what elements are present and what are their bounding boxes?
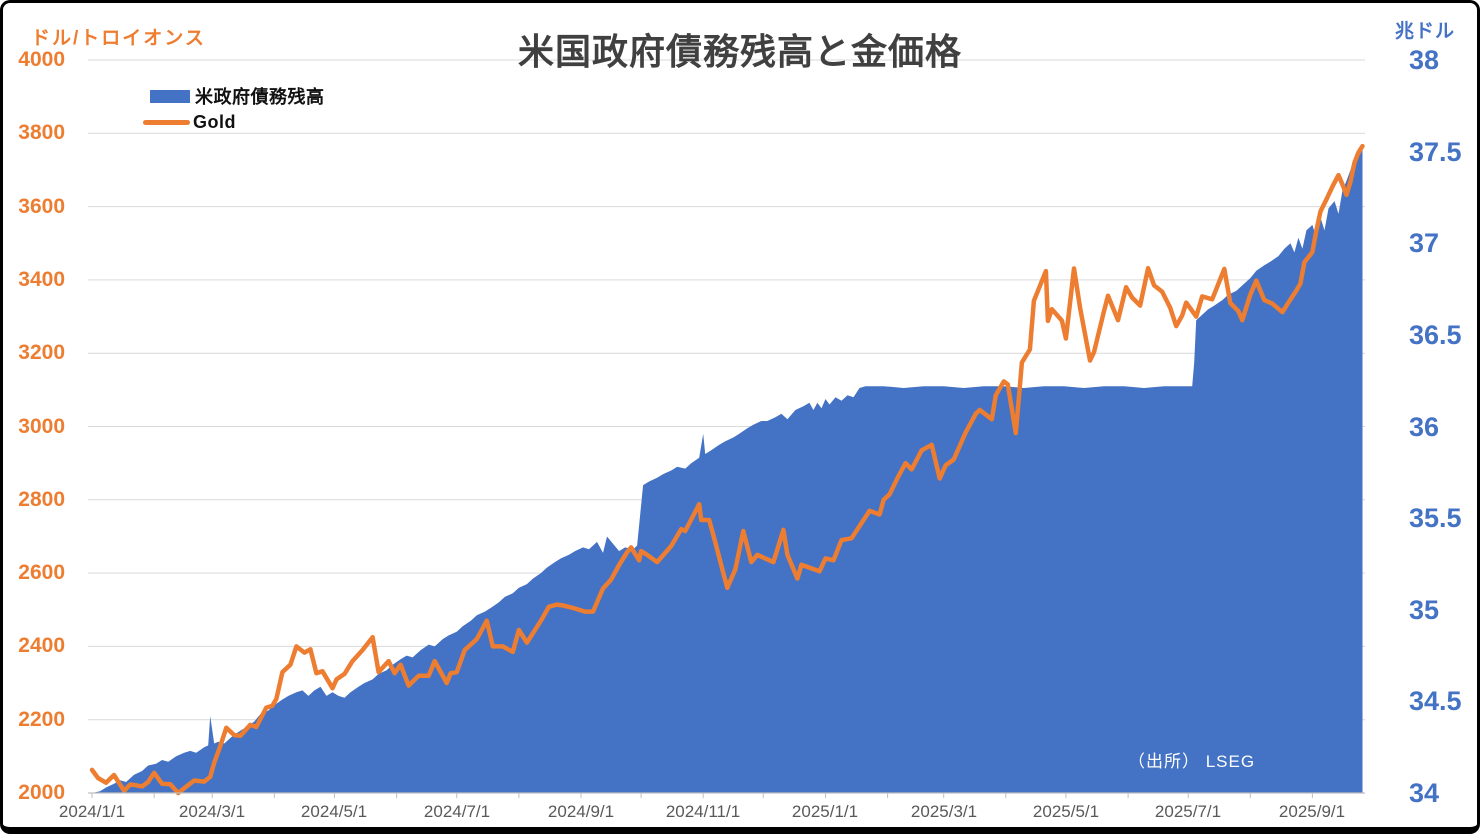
- right-axis-tick-label: 37: [1409, 228, 1440, 259]
- debt-area-series: [92, 149, 1363, 794]
- left-axis-tick-label: 3000: [18, 414, 65, 438]
- right-axis-tick-label: 34: [1409, 778, 1440, 808]
- left-axis-tick-label: 3400: [18, 267, 65, 291]
- left-axis-tick-label: 3200: [18, 341, 65, 365]
- x-axis-tick-label: 2025/5/1: [1032, 802, 1100, 821]
- x-axis-tick-label: 2024/9/1: [547, 802, 615, 821]
- left-axis-tick-label: 2400: [18, 634, 65, 658]
- source-note: （出所） LSEG: [1128, 752, 1256, 771]
- legend-label-gold: Gold: [193, 111, 236, 132]
- right-axis-tick-label: 35.5: [1409, 503, 1462, 534]
- x-axis-tick-label: 2025/7/1: [1154, 802, 1222, 821]
- x-axis-tick-label: 2025/1/1: [791, 802, 859, 821]
- left-axis-tick-label: 4000: [18, 48, 65, 71]
- x-axis-tick-label: 2025/3/1: [910, 802, 978, 821]
- right-axis-tick-label: 36.5: [1409, 319, 1462, 350]
- left-axis-unit-label: ドル/トロイオンス: [31, 28, 206, 49]
- x-axis-tick-label: 2024/5/1: [300, 802, 368, 821]
- legend: 米政府債務残高 Gold: [143, 83, 325, 135]
- x-axis-tick-label: 2024/3/1: [178, 802, 246, 821]
- legend-item-gold: Gold: [143, 109, 325, 135]
- chart-title: 米国政府債務残高と金価格: [517, 31, 962, 72]
- x-axis-tick-label: 2024/11/1: [665, 802, 741, 821]
- left-axis-tick-label: 2000: [18, 781, 65, 804]
- right-axis-tick-label: 38: [1409, 45, 1440, 75]
- legend-item-debt: 米政府債務残高: [143, 83, 325, 109]
- chart-plot-area: [88, 59, 1365, 798]
- right-axis-tick-label: 36: [1409, 411, 1440, 442]
- x-axis-tick-label: 2024/1/1: [58, 802, 126, 821]
- legend-label-debt: 米政府債務残高: [195, 87, 325, 107]
- gold-line-series: [89, 143, 1365, 796]
- left-axis-tick-label: 2600: [18, 561, 65, 585]
- left-axis-tick-label: 2800: [18, 487, 65, 511]
- left-axis-tick-label: 2200: [18, 707, 65, 731]
- right-axis-tick-label: 37.5: [1409, 136, 1462, 167]
- left-axis-tick-label: 3800: [18, 121, 65, 145]
- debt-area-swatch-icon: [150, 89, 190, 103]
- x-axis-tick-label: 2024/7/1: [423, 802, 491, 821]
- right-axis-tick-label: 35: [1409, 594, 1440, 625]
- right-axis-tick-label: 34.5: [1409, 686, 1462, 717]
- gold-line-swatch-icon: [143, 119, 190, 125]
- right-axis-unit-label: 兆ドル: [1395, 21, 1456, 42]
- left-axis-tick-label: 3600: [18, 194, 65, 218]
- x-axis-tick-label: 2025/9/1: [1278, 802, 1346, 821]
